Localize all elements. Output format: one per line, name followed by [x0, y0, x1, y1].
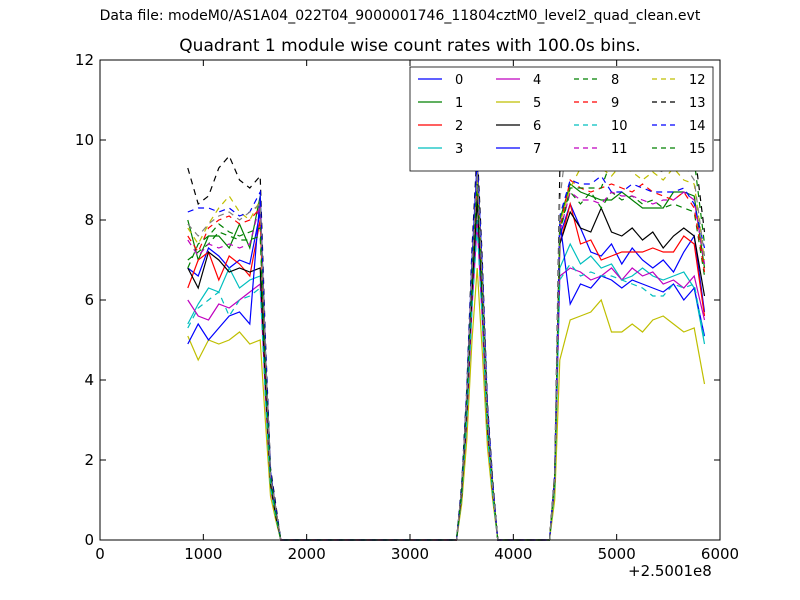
series-line-14	[187, 159, 706, 541]
legend-label-0: 0	[455, 73, 463, 88]
legend-label-7: 7	[533, 142, 541, 157]
x-offset-label: +2.5001e8	[628, 562, 712, 580]
legend-label-15: 15	[689, 142, 706, 157]
y-tick-label: 0	[84, 531, 94, 549]
legend-label-2: 2	[455, 119, 463, 134]
y-tick-label: 8	[84, 211, 94, 229]
legend-label-10: 10	[611, 119, 628, 134]
x-tick-label: 1000	[184, 545, 222, 563]
legend-label-4: 4	[533, 73, 541, 88]
x-tick-label: 6000	[701, 545, 739, 563]
series-line-15	[187, 139, 706, 541]
legend-label-1: 1	[455, 96, 463, 111]
x-tick-label: 3000	[391, 545, 429, 563]
legend-label-6: 6	[533, 119, 541, 134]
chart-title: Quadrant 1 module wise count rates with …	[179, 36, 641, 56]
legend-label-11: 11	[611, 142, 628, 157]
figure-suptitle: Data file: modeM0/AS1A04_022T04_90000017…	[99, 8, 701, 24]
y-tick-label: 2	[84, 451, 94, 469]
series-layer	[187, 111, 706, 541]
series-line-5	[187, 267, 706, 541]
legend-label-8: 8	[611, 73, 619, 88]
x-tick-label: 2000	[288, 545, 326, 563]
y-tick-label: 10	[75, 131, 94, 149]
x-tick-label: 5000	[598, 545, 636, 563]
x-tick-label: 4000	[494, 545, 532, 563]
y-tick-label: 6	[84, 291, 94, 309]
legend-label-5: 5	[533, 96, 541, 111]
y-tick-label: 12	[75, 51, 94, 69]
legend-frame	[409, 66, 714, 172]
legend-label-14: 14	[689, 119, 706, 134]
legend-label-3: 3	[455, 142, 463, 157]
legend-label-13: 13	[689, 96, 706, 111]
legend-label-9: 9	[611, 96, 619, 111]
y-tick-label: 4	[84, 371, 94, 389]
legend-label-12: 12	[689, 73, 706, 88]
x-tick-label: 0	[95, 545, 105, 563]
series-line-12	[187, 163, 706, 541]
